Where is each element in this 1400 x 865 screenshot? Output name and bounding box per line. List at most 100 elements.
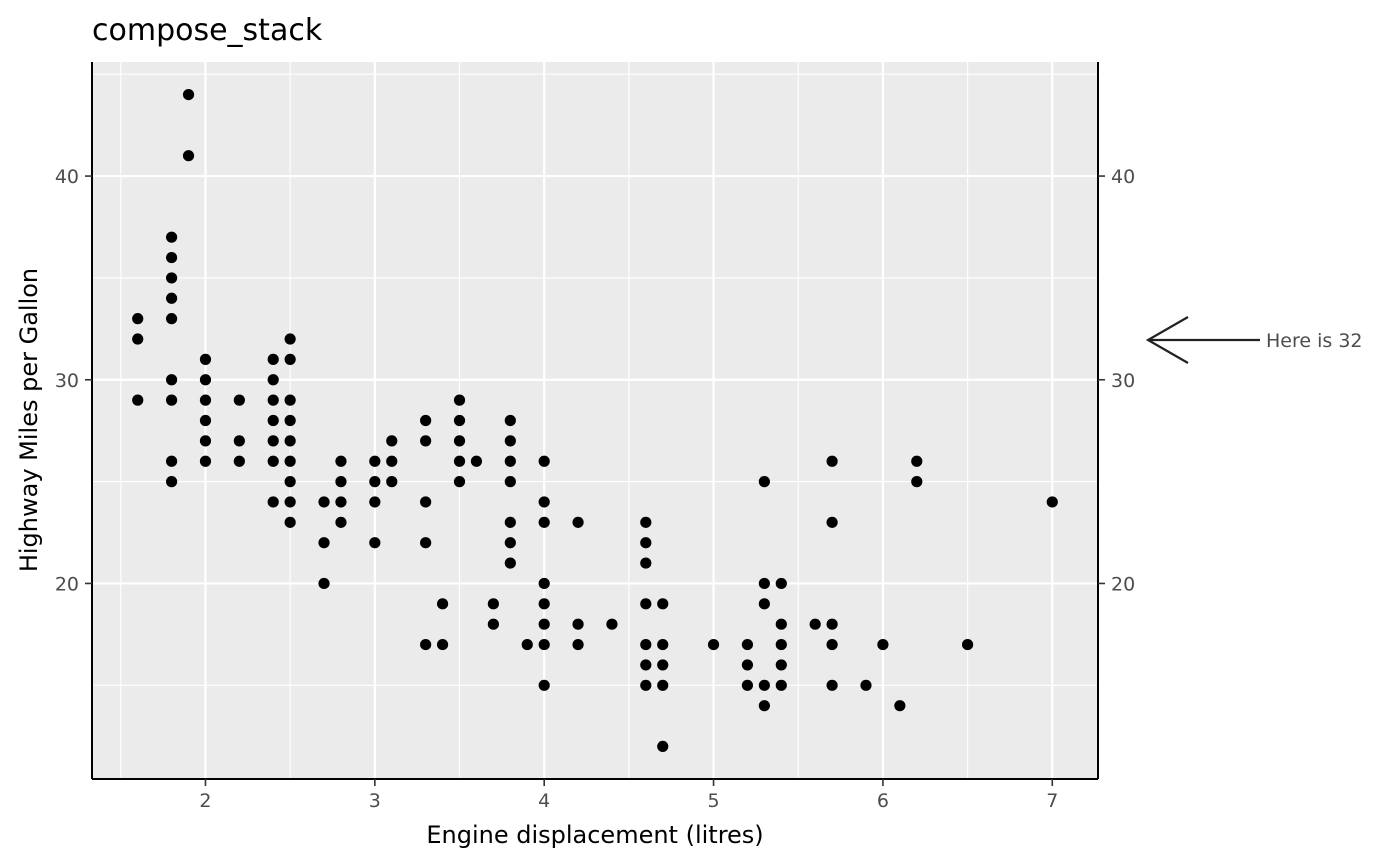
data-point: [640, 598, 652, 610]
data-point: [267, 394, 279, 406]
data-point: [640, 557, 652, 569]
data-point: [775, 577, 787, 590]
annotation: Here is 32: [1145, 316, 1363, 364]
data-point: [267, 414, 279, 427]
data-point: [504, 476, 516, 488]
plot-panel: [92, 62, 1098, 779]
data-point: [318, 496, 330, 508]
data-point: [284, 516, 296, 528]
data-point: [911, 476, 923, 488]
data-point: [470, 455, 483, 467]
x-tick-label: 4: [538, 790, 550, 812]
data-point: [538, 577, 550, 590]
data-point: [572, 618, 584, 630]
data-point: [826, 516, 838, 528]
data-point: [199, 374, 212, 386]
data-point: [741, 679, 754, 691]
data-point: [420, 638, 432, 651]
data-point: [826, 618, 838, 630]
data-point: [640, 537, 652, 549]
data-point: [233, 435, 245, 447]
data-point: [453, 435, 466, 447]
data-point: [284, 394, 296, 406]
data-point: [386, 455, 398, 467]
data-point: [504, 516, 516, 528]
data-point: [487, 618, 499, 630]
x-tick-label: 7: [1046, 790, 1058, 812]
data-point: [775, 659, 787, 671]
data-point: [369, 537, 381, 549]
data-point: [267, 455, 279, 467]
data-point: [707, 638, 720, 651]
data-point: [572, 638, 584, 651]
data-point: [420, 537, 432, 549]
data-point: [504, 537, 516, 549]
data-point: [775, 618, 787, 630]
data-point: [640, 659, 652, 671]
data-point: [420, 496, 432, 508]
data-point: [860, 679, 872, 691]
data-point: [775, 679, 787, 691]
data-point: [758, 679, 770, 691]
data-point: [165, 476, 178, 488]
y-axis-title: Highway Miles per Gallon: [15, 268, 43, 572]
data-point: [809, 618, 821, 630]
data-point: [521, 638, 533, 651]
data-point: [318, 577, 330, 590]
data-point: [657, 659, 669, 671]
data-point: [335, 476, 347, 488]
secondary-y-tick-label: 20: [1111, 573, 1135, 595]
data-point: [369, 476, 381, 488]
data-point: [165, 455, 178, 467]
data-point: [657, 638, 669, 651]
data-point: [538, 598, 550, 610]
data-point: [369, 455, 381, 467]
chart-title: compose_stack: [92, 13, 323, 48]
data-point: [758, 476, 770, 488]
data-point: [165, 394, 178, 406]
data-point: [233, 394, 245, 406]
data-point: [132, 394, 144, 406]
data-point: [758, 598, 770, 610]
x-tick-label: 5: [708, 790, 720, 812]
data-point: [741, 659, 754, 671]
data-point: [538, 496, 550, 508]
data-point: [335, 516, 347, 528]
data-point: [538, 455, 550, 467]
data-point: [640, 516, 652, 528]
data-point: [657, 740, 669, 753]
data-point: [182, 150, 195, 162]
data-point: [386, 476, 398, 488]
data-point: [504, 557, 516, 569]
data-point: [453, 476, 466, 488]
secondary-y-tick-label: 40: [1111, 166, 1135, 188]
data-point: [165, 272, 178, 284]
data-point: [199, 414, 212, 427]
data-point: [267, 353, 279, 365]
data-point: [640, 638, 652, 651]
data-point: [420, 414, 432, 427]
secondary-y-tick-label: 30: [1111, 370, 1135, 392]
data-point: [877, 638, 889, 651]
data-point: [504, 455, 516, 467]
data-point: [369, 496, 381, 508]
data-point: [182, 88, 195, 101]
data-point: [165, 313, 178, 325]
data-point: [284, 476, 296, 488]
data-point: [826, 679, 838, 691]
data-point: [538, 516, 550, 528]
data-point: [132, 313, 144, 325]
data-point: [453, 455, 466, 467]
data-point: [826, 455, 838, 467]
data-point: [267, 374, 279, 386]
data-point: [758, 700, 770, 712]
data-point: [267, 496, 279, 508]
data-point: [487, 598, 499, 610]
data-point: [572, 516, 584, 528]
data-point: [199, 455, 212, 467]
data-point: [504, 414, 516, 427]
data-point: [538, 679, 550, 691]
data-point: [741, 638, 754, 651]
data-point: [267, 435, 279, 447]
